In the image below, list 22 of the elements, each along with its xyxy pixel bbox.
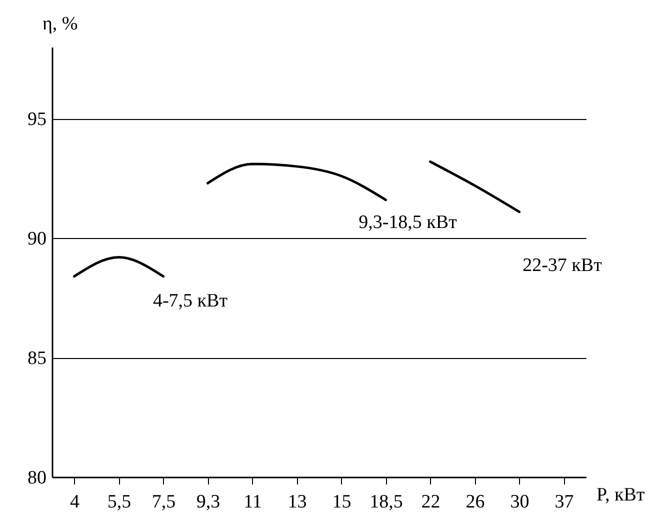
x-tick-label: 22	[421, 492, 440, 512]
x-tick-label: 9,3	[196, 492, 220, 512]
y-tick-label: 90	[28, 228, 46, 250]
text: 22-37 кВт	[522, 254, 603, 276]
x-tick-label: 11	[244, 492, 262, 512]
y-tick-label: 85	[28, 348, 46, 370]
x-tick-label: 30	[510, 492, 530, 512]
series-label: 4-7,5 кВт	[152, 290, 228, 312]
x-tick-label: 26	[466, 492, 485, 512]
x-tick-label: 5,5	[107, 492, 132, 512]
x-tick-label: 7,5	[152, 492, 176, 512]
x-tick-label: 15	[332, 492, 352, 512]
series-label: 9,3-18,5 кВт	[358, 212, 458, 233]
y-tick-label: 80	[28, 468, 46, 488]
x-tick-label: 37	[554, 492, 574, 512]
line-series	[206, 162, 387, 202]
y-axis-title: η, %	[42, 14, 78, 34]
x-tick-label: 4	[70, 492, 80, 512]
y-tick-label: 95	[28, 109, 46, 130]
x-axis-title: P, кВт	[596, 484, 646, 506]
x-tick-label: 13	[288, 492, 307, 512]
x-tick-label: 18,5	[370, 492, 403, 512]
